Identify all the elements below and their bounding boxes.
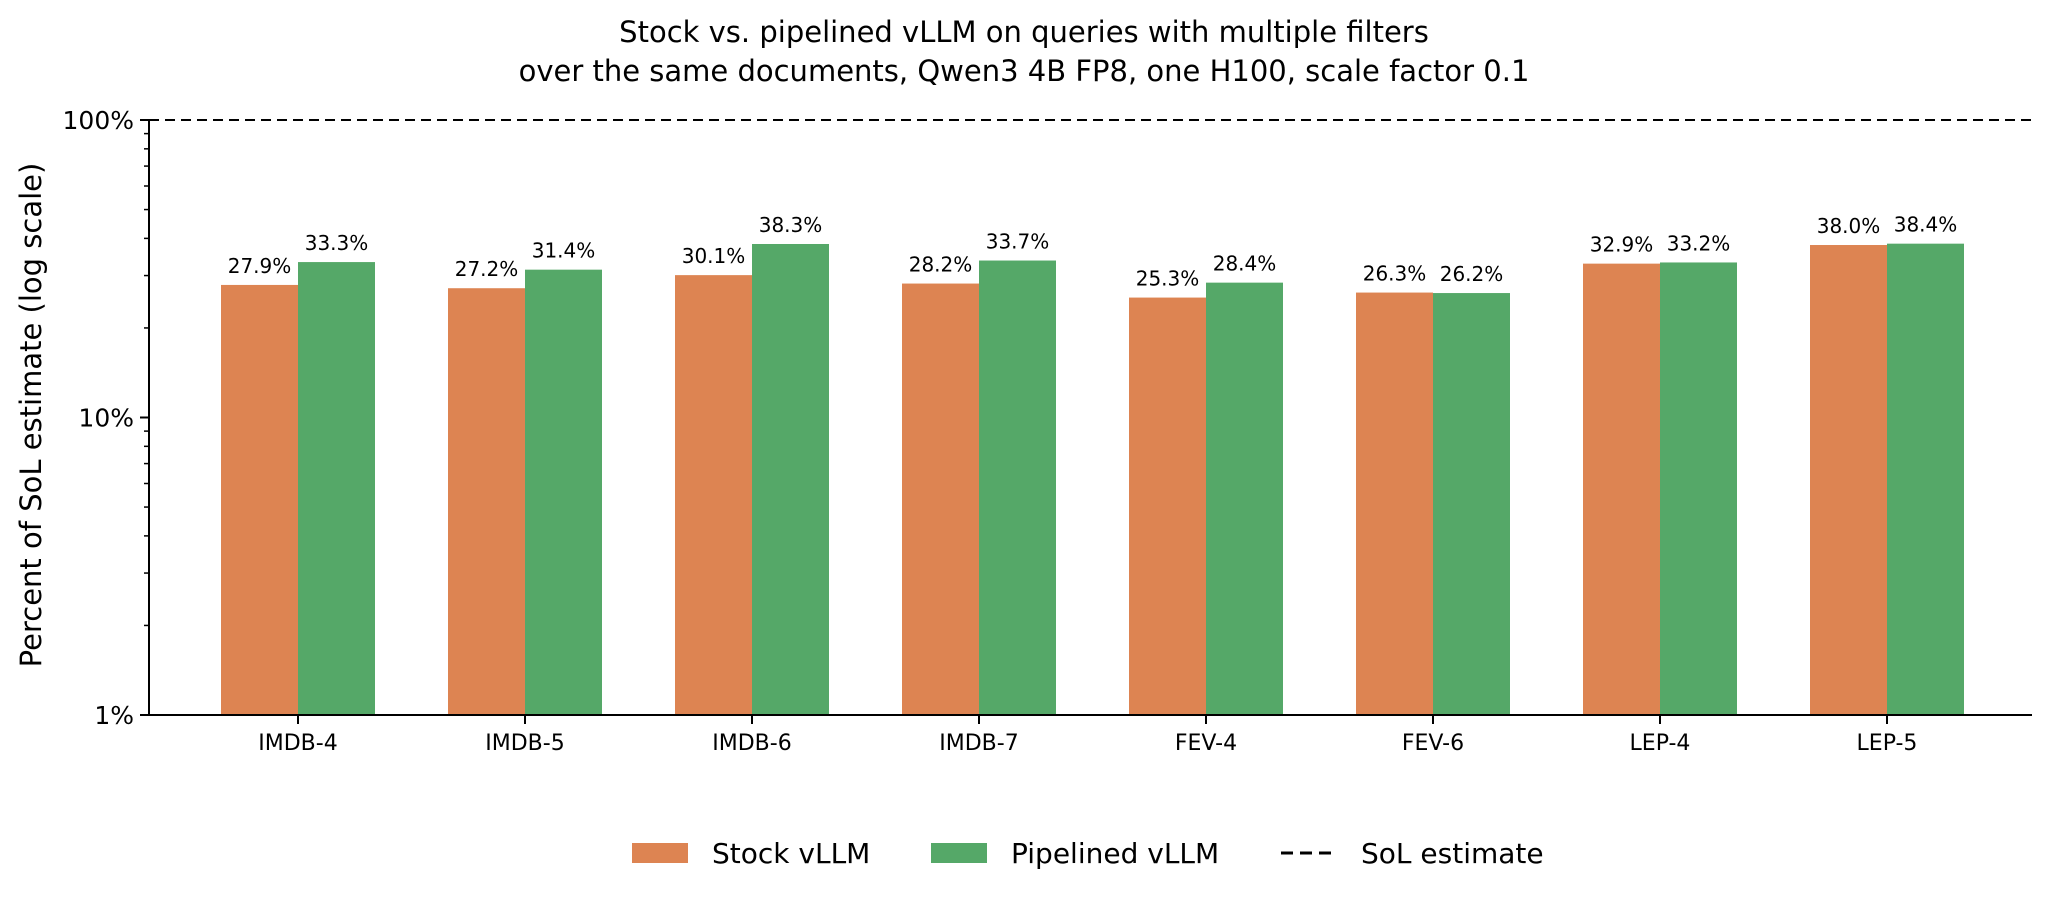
legend-label: Stock vLLM bbox=[712, 837, 870, 870]
bar-imdb-4-pipelined bbox=[298, 262, 375, 715]
data-label: 30.1% bbox=[682, 244, 746, 268]
bars-layer bbox=[221, 243, 1964, 716]
bar-imdb-6-pipelined bbox=[752, 243, 829, 716]
data-label: 32.9% bbox=[1590, 233, 1654, 257]
data-labels-layer: 27.9% 33.3% 27.2% 31.4% 30.1% 38.3% 28.2% 33.7%… bbox=[228, 213, 1958, 291]
legend-item-sol-estimate: SoL estimate bbox=[1281, 837, 1544, 870]
x-tick-label: IMDB-5 bbox=[485, 731, 564, 756]
axes-layer: 1% 10% 100% IMDB-4 IMDB-5 IMDB-6 IMDB-7 FEV-4 FE… bbox=[63, 106, 2032, 756]
legend: Stock vLLM Pipelined vLLM SoL estimate bbox=[632, 837, 1544, 870]
y-tick-label: 10% bbox=[78, 404, 134, 433]
legend-swatch bbox=[931, 843, 987, 863]
chart-title-line-2: over the same documents, Qwen3 4B FP8, o… bbox=[519, 54, 1530, 88]
legend-label: SoL estimate bbox=[1361, 837, 1544, 870]
x-tick-label: LEP-4 bbox=[1630, 731, 1691, 756]
data-label: 38.4% bbox=[1894, 213, 1958, 237]
bar-lep-5-pipelined bbox=[1887, 243, 1964, 716]
bar-imdb-4-stock bbox=[221, 284, 298, 715]
bar-fev-6-stock bbox=[1356, 292, 1433, 715]
chart-title-line-1: Stock vs. pipelined vLLM on queries with… bbox=[619, 15, 1429, 49]
y-tick-label: 1% bbox=[94, 701, 134, 730]
x-tick-label: IMDB-6 bbox=[712, 731, 791, 756]
data-label: 26.3% bbox=[1363, 262, 1427, 286]
bar-fev-4-stock bbox=[1129, 297, 1206, 715]
data-label: 28.2% bbox=[909, 253, 973, 277]
bar-imdb-5-pipelined bbox=[525, 269, 602, 715]
bar-lep-4-stock bbox=[1583, 263, 1660, 715]
bar-lep-5-stock bbox=[1810, 245, 1887, 715]
bar-fev-6-pipelined bbox=[1433, 293, 1510, 715]
bar-imdb-7-pipelined bbox=[979, 260, 1056, 715]
legend-swatch bbox=[632, 843, 688, 863]
data-label: 25.3% bbox=[1136, 267, 1200, 291]
x-tick-label: FEV-4 bbox=[1175, 731, 1237, 756]
x-tick-label: IMDB-4 bbox=[258, 731, 337, 756]
bar-lep-4-pipelined bbox=[1660, 262, 1737, 715]
chart-title: Stock vs. pipelined vLLM on queries with… bbox=[519, 15, 1530, 88]
data-label: 27.2% bbox=[455, 257, 519, 281]
bar-imdb-6-stock bbox=[675, 275, 752, 715]
data-label: 33.7% bbox=[986, 230, 1050, 254]
legend-item-pipelined-vllm: Pipelined vLLM bbox=[931, 837, 1219, 870]
data-label: 28.4% bbox=[1213, 252, 1277, 276]
y-axis-label: Percent of SoL estimate (log scale) bbox=[14, 163, 48, 668]
data-label: 27.9% bbox=[228, 254, 292, 278]
data-label: 26.2% bbox=[1440, 262, 1504, 286]
data-label: 31.4% bbox=[532, 239, 596, 263]
bar-fev-4-pipelined bbox=[1206, 282, 1283, 715]
data-label: 38.3% bbox=[759, 213, 823, 237]
data-label: 33.2% bbox=[1667, 231, 1731, 255]
x-tick-label: IMDB-7 bbox=[939, 731, 1018, 756]
x-tick-label: FEV-6 bbox=[1402, 731, 1464, 756]
legend-label: Pipelined vLLM bbox=[1011, 837, 1219, 870]
legend-item-stock-vllm: Stock vLLM bbox=[632, 837, 870, 870]
bar-imdb-5-stock bbox=[448, 288, 525, 715]
x-tick-label: LEP-5 bbox=[1857, 731, 1918, 756]
data-label: 33.3% bbox=[305, 231, 369, 255]
y-tick-label: 100% bbox=[63, 106, 134, 135]
bar-imdb-7-stock bbox=[902, 283, 979, 715]
data-label: 38.0% bbox=[1817, 214, 1881, 238]
